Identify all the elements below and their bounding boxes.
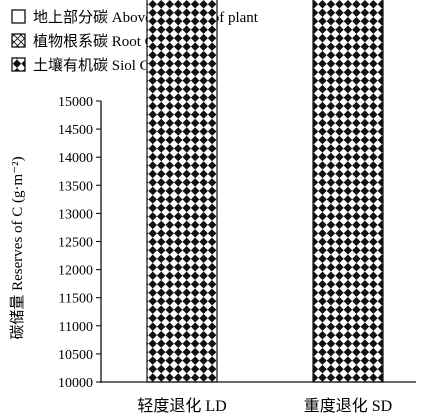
category-labels: 轻度退化 LD 重度退化 SD (137, 397, 392, 415)
y-tick-label: 15000 (58, 95, 93, 110)
y-tick-label: 11500 (59, 292, 93, 307)
x-category-label: 轻度退化 LD (137, 397, 226, 415)
x-category-label: 重度退化 SD (304, 397, 392, 415)
y-tick-label: 13500 (58, 179, 93, 194)
y-tick-label: 14000 (58, 151, 93, 166)
y-tick-label: 14500 (58, 123, 93, 138)
y-axis: 10000 10500 11000 11500 12000 12500 13000 13500… (58, 95, 416, 391)
legend-label: 地上部分碳 Aboveground C of plant (33, 9, 259, 26)
bar-segment-soil (312, 0, 384, 383)
y-axis-label: 碳储量 Reserves of C (g·m⁻²) (9, 156, 26, 339)
y-tick-label: 12000 (58, 264, 93, 279)
legend-swatch (11, 57, 26, 72)
legend-swatch (11, 9, 26, 24)
legend-swatch (11, 33, 26, 48)
bar-segment-soil (146, 0, 218, 383)
y-tick-label: 11000 (59, 320, 93, 335)
y-tick-label: 10000 (58, 376, 93, 391)
y-tick-label: 12500 (58, 236, 93, 251)
y-tick-label: 10500 (58, 348, 93, 363)
y-tick-label: 13000 (58, 207, 93, 222)
bars (146, 0, 384, 383)
legend-label: 土壤有机碳 Siol C (33, 56, 150, 74)
